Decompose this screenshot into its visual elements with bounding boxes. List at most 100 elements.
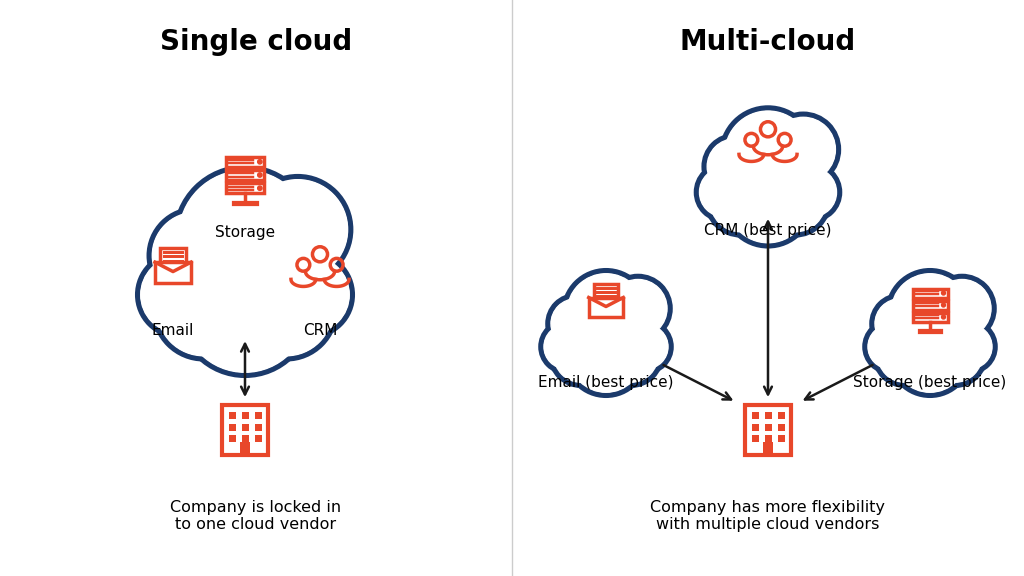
Circle shape (722, 108, 814, 200)
Circle shape (724, 158, 812, 246)
Circle shape (705, 136, 766, 198)
Circle shape (621, 322, 671, 372)
Circle shape (933, 279, 991, 338)
FancyBboxPatch shape (160, 248, 186, 265)
FancyBboxPatch shape (255, 435, 262, 442)
Circle shape (888, 271, 972, 355)
FancyBboxPatch shape (589, 298, 624, 317)
FancyBboxPatch shape (765, 412, 772, 419)
Circle shape (237, 260, 336, 359)
Circle shape (258, 160, 262, 164)
FancyBboxPatch shape (778, 423, 785, 430)
Circle shape (240, 263, 333, 356)
FancyBboxPatch shape (242, 435, 249, 442)
Text: Company is locked in
to one cloud vendor: Company is locked in to one cloud vendor (170, 500, 342, 532)
FancyBboxPatch shape (229, 423, 236, 430)
Circle shape (941, 315, 945, 319)
Circle shape (874, 299, 925, 349)
Circle shape (140, 256, 217, 333)
FancyBboxPatch shape (225, 183, 264, 193)
Circle shape (878, 328, 932, 382)
Circle shape (941, 303, 945, 307)
FancyBboxPatch shape (763, 442, 773, 454)
FancyBboxPatch shape (594, 284, 618, 300)
Circle shape (551, 299, 601, 349)
Circle shape (890, 315, 970, 395)
Circle shape (763, 169, 828, 235)
Text: Storage: Storage (215, 225, 275, 240)
Circle shape (865, 322, 915, 372)
FancyBboxPatch shape (225, 170, 264, 180)
Text: Email: Email (152, 323, 195, 338)
Circle shape (708, 169, 773, 235)
Circle shape (941, 291, 945, 295)
Circle shape (925, 325, 985, 385)
Circle shape (179, 170, 311, 303)
Circle shape (544, 325, 588, 369)
Circle shape (153, 213, 239, 299)
Circle shape (893, 319, 967, 392)
FancyBboxPatch shape (912, 313, 947, 321)
Text: CRM: CRM (303, 323, 337, 338)
Circle shape (245, 177, 350, 282)
Circle shape (269, 253, 352, 336)
Circle shape (930, 276, 994, 340)
Circle shape (564, 271, 648, 355)
FancyBboxPatch shape (225, 157, 264, 166)
FancyBboxPatch shape (912, 301, 947, 309)
FancyBboxPatch shape (752, 423, 759, 430)
FancyBboxPatch shape (240, 442, 250, 454)
Circle shape (768, 114, 839, 185)
FancyBboxPatch shape (778, 412, 785, 419)
Circle shape (158, 263, 250, 356)
Circle shape (699, 168, 749, 217)
Circle shape (138, 253, 220, 336)
Circle shape (787, 168, 837, 217)
FancyBboxPatch shape (765, 435, 772, 442)
Circle shape (567, 274, 645, 352)
FancyBboxPatch shape (255, 423, 262, 430)
Circle shape (868, 325, 912, 369)
FancyBboxPatch shape (155, 262, 191, 283)
Circle shape (155, 260, 253, 359)
Circle shape (606, 276, 670, 340)
Circle shape (541, 322, 591, 372)
Circle shape (624, 325, 668, 369)
Text: CRM (best price): CRM (best price) (705, 223, 831, 238)
Circle shape (874, 325, 935, 385)
Circle shape (248, 180, 347, 279)
Circle shape (182, 247, 308, 372)
Circle shape (258, 173, 262, 177)
Circle shape (272, 256, 349, 333)
FancyBboxPatch shape (242, 423, 249, 430)
Circle shape (948, 325, 992, 369)
Text: Storage (best price): Storage (best price) (853, 375, 1007, 390)
Text: Multi-cloud: Multi-cloud (680, 28, 856, 56)
FancyBboxPatch shape (222, 406, 268, 454)
Circle shape (872, 296, 928, 352)
Circle shape (554, 328, 608, 382)
Text: Email (best price): Email (best price) (539, 375, 674, 390)
Circle shape (176, 168, 314, 306)
Circle shape (784, 165, 840, 220)
Circle shape (609, 279, 667, 338)
Circle shape (150, 210, 242, 302)
FancyBboxPatch shape (752, 412, 759, 419)
FancyBboxPatch shape (229, 435, 236, 442)
Circle shape (566, 315, 646, 395)
FancyBboxPatch shape (912, 289, 947, 297)
Circle shape (548, 296, 604, 352)
Circle shape (258, 186, 262, 191)
Text: Company has more flexibility
with multiple cloud vendors: Company has more flexibility with multip… (650, 500, 886, 532)
Circle shape (891, 274, 969, 352)
Circle shape (945, 322, 995, 372)
Circle shape (928, 328, 982, 382)
FancyBboxPatch shape (229, 412, 236, 419)
Circle shape (727, 161, 809, 242)
Circle shape (708, 139, 763, 195)
Circle shape (725, 111, 811, 198)
Circle shape (771, 118, 836, 181)
FancyBboxPatch shape (765, 423, 772, 430)
FancyBboxPatch shape (744, 406, 792, 454)
Circle shape (696, 165, 752, 220)
